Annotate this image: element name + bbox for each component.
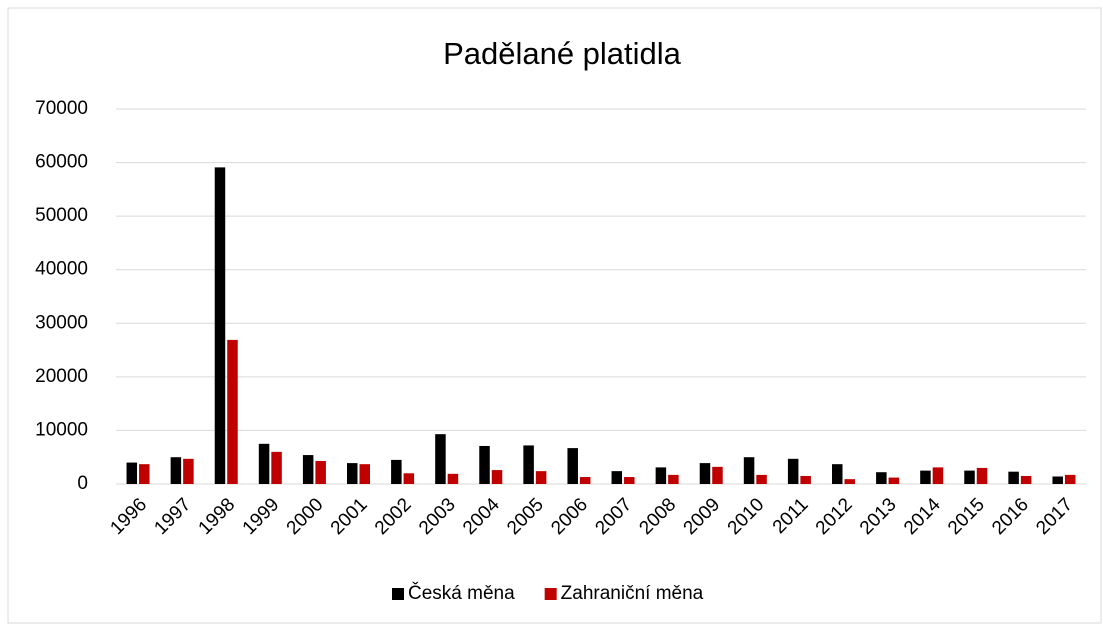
bar	[964, 470, 975, 484]
legend-label: Česká měna	[408, 582, 515, 604]
bar	[315, 460, 326, 484]
bar	[523, 445, 534, 484]
bar	[347, 463, 358, 484]
y-tick-label: 20000	[35, 366, 88, 387]
bar	[668, 474, 679, 484]
bar	[435, 434, 446, 484]
bar	[1020, 475, 1032, 484]
bar	[302, 455, 314, 484]
bar	[832, 464, 843, 484]
bar	[170, 457, 182, 484]
legend-label: Zahraniční měna	[561, 583, 704, 604]
bar	[1064, 474, 1076, 484]
bar	[844, 479, 855, 484]
bar	[1008, 471, 1019, 484]
bar	[712, 466, 723, 484]
bar	[139, 464, 150, 484]
y-tick-label: 50000	[35, 205, 88, 226]
y-tick-label: 10000	[35, 419, 88, 440]
bar	[743, 457, 755, 484]
bar	[214, 167, 226, 484]
bar	[800, 475, 811, 484]
bar	[699, 463, 711, 484]
bar	[567, 448, 578, 484]
y-tick-label: 0	[77, 473, 88, 494]
bar	[447, 473, 459, 484]
bar	[611, 471, 623, 484]
bar	[271, 451, 282, 484]
y-tick-label: 70000	[35, 98, 88, 119]
legend-swatch	[544, 588, 557, 600]
bar	[183, 458, 194, 484]
bar	[535, 471, 547, 484]
bar	[479, 445, 490, 484]
bar	[1052, 476, 1063, 484]
chart-border	[7, 7, 1102, 624]
bar	[403, 473, 415, 484]
bar	[227, 339, 238, 484]
bar	[888, 477, 900, 484]
y-tick-label: 60000	[35, 152, 88, 173]
chart-title: Padělané platidla	[443, 36, 682, 71]
y-tick-label: 30000	[35, 312, 88, 333]
bar	[787, 458, 799, 484]
bar	[876, 472, 887, 484]
bar	[932, 467, 944, 484]
bar	[655, 467, 667, 484]
legend-swatch	[392, 588, 404, 600]
bar	[391, 459, 402, 484]
y-tick-label: 40000	[35, 259, 88, 280]
bar	[624, 477, 635, 484]
bar	[756, 474, 767, 484]
bar	[579, 477, 591, 484]
bar	[491, 470, 503, 484]
bar	[920, 470, 931, 484]
bar	[359, 464, 370, 484]
bar	[126, 462, 138, 484]
bar	[258, 443, 270, 484]
bar	[976, 467, 988, 484]
